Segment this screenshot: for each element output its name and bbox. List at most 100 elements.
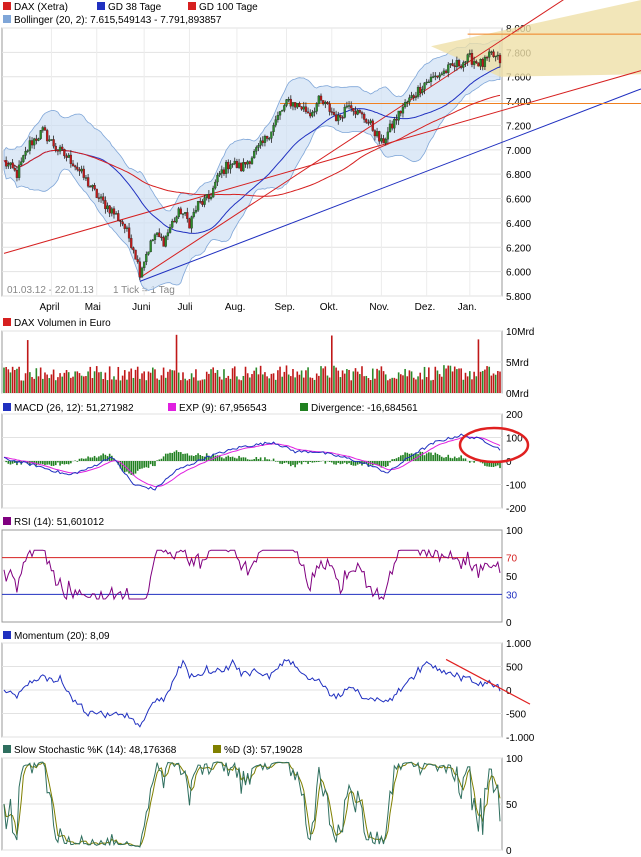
volume-bar xyxy=(354,368,357,393)
momentum-y-tick: 1.000 xyxy=(506,639,531,650)
volume-bar xyxy=(404,368,406,393)
rsi-y-tick: 30 xyxy=(506,590,518,601)
candle-body xyxy=(162,237,165,247)
volume-bar xyxy=(341,370,344,393)
volume-bar xyxy=(160,375,163,393)
candle-body xyxy=(214,181,217,189)
candle-body xyxy=(248,161,251,164)
macd-divergence-bar xyxy=(283,461,286,464)
volume-bar xyxy=(214,372,217,393)
volume-bar xyxy=(93,371,96,393)
macd-y-tick: 200 xyxy=(506,410,523,421)
legend-swatch-macd xyxy=(3,403,11,411)
macd-divergence-bar xyxy=(192,456,195,461)
candle-body xyxy=(421,89,424,93)
macd-divergence-bar xyxy=(432,454,434,461)
macd-divergence-bar xyxy=(281,461,283,465)
volume-bar xyxy=(20,380,23,393)
volume-bar xyxy=(111,379,113,393)
candle-body xyxy=(371,120,374,131)
macd-divergence-bar xyxy=(210,457,212,461)
price-x-label: Juni xyxy=(132,302,150,313)
macd-divergence-bar xyxy=(141,461,143,469)
macd-divergence-bar xyxy=(95,457,98,461)
volume-bar xyxy=(464,372,467,393)
candle-body xyxy=(309,112,312,117)
macd-divergence-bar xyxy=(121,461,124,472)
candle-body xyxy=(265,135,269,139)
macd-divergence-bar xyxy=(451,458,454,461)
volume-bar xyxy=(425,377,428,393)
volume-bar xyxy=(419,372,422,393)
macd-divergence-bar xyxy=(201,456,204,461)
volume-bar xyxy=(406,376,409,393)
macd-divergence-bar xyxy=(48,461,51,465)
volume-y-tick: 10Mrd xyxy=(506,327,534,338)
macd-divergence-bar xyxy=(488,461,491,467)
volume-bar xyxy=(210,369,212,393)
volume-bar xyxy=(31,377,33,393)
candle-body xyxy=(132,247,135,251)
volume-bar xyxy=(376,368,378,393)
candle-body xyxy=(287,98,290,101)
legend-divergence: Divergence: -16,684561 xyxy=(311,403,418,414)
legend-gd100: GD 100 Tage xyxy=(199,2,258,13)
macd-divergence-bar xyxy=(438,455,441,461)
candle-body xyxy=(244,162,247,165)
candle-body xyxy=(190,216,193,229)
volume-bar xyxy=(246,373,249,393)
candle-body xyxy=(332,112,336,115)
price-y-tick: 6.600 xyxy=(506,195,531,206)
candle-body xyxy=(240,162,243,172)
macd-divergence-bar xyxy=(447,454,450,461)
price-y-tick: 6.400 xyxy=(506,219,531,230)
volume-bar xyxy=(154,369,156,393)
candle-body xyxy=(58,146,62,152)
macd-divergence-bar xyxy=(238,455,240,461)
volume-bar xyxy=(371,368,374,393)
volume-bar xyxy=(453,366,456,393)
volume-bar xyxy=(268,378,271,393)
macd-divergence-bar xyxy=(253,459,255,461)
volume-bar xyxy=(259,365,262,393)
volume-bar xyxy=(255,367,258,393)
price-y-tick: 7.000 xyxy=(506,146,531,157)
legend-dax: DAX (Xetra) xyxy=(14,2,68,13)
candle-body xyxy=(300,106,303,110)
volume-bar xyxy=(361,366,363,393)
volume-bar xyxy=(227,375,230,393)
rsi-y-tick: 70 xyxy=(506,554,518,565)
candle-body xyxy=(386,131,390,140)
macd-divergence-bar xyxy=(104,454,107,461)
candle-body xyxy=(71,163,75,166)
macd-divergence-bar xyxy=(42,461,44,465)
candle-body xyxy=(468,53,471,55)
macd-divergence-bar xyxy=(456,458,458,461)
volume-bar xyxy=(242,375,245,393)
volume-bar xyxy=(102,379,104,393)
macd-divergence-bar xyxy=(436,453,439,461)
volume-bar xyxy=(389,378,391,393)
candle-body xyxy=(464,61,467,63)
stochastic-legend: Slow Stochastic %K (14): 48,176368 %D (3… xyxy=(3,745,303,756)
candle-body xyxy=(84,177,88,179)
volume-bar xyxy=(190,373,193,393)
volume-bar xyxy=(72,376,74,393)
macd-divergence-bar xyxy=(365,461,368,464)
macd-divergence-bar xyxy=(469,461,471,463)
volume-bar xyxy=(177,372,180,393)
lower-trend-channel xyxy=(3,70,641,254)
candle-body xyxy=(434,75,437,78)
macd-divergence-bar xyxy=(458,457,460,461)
legend-bollinger: Bollinger (20, 2): 7.615,549143 - 7.791,… xyxy=(14,15,222,26)
candle-body xyxy=(78,169,81,172)
legend-gd38: GD 38 Tage xyxy=(108,2,162,13)
macd-divergence-bar xyxy=(147,461,150,468)
volume-bar xyxy=(456,369,458,393)
candle-body xyxy=(412,95,415,98)
candle-body xyxy=(268,138,271,140)
candle-body xyxy=(175,216,178,223)
volume-bar xyxy=(471,379,473,393)
macd-divergence-bar xyxy=(9,461,12,465)
candle-body xyxy=(63,149,66,157)
